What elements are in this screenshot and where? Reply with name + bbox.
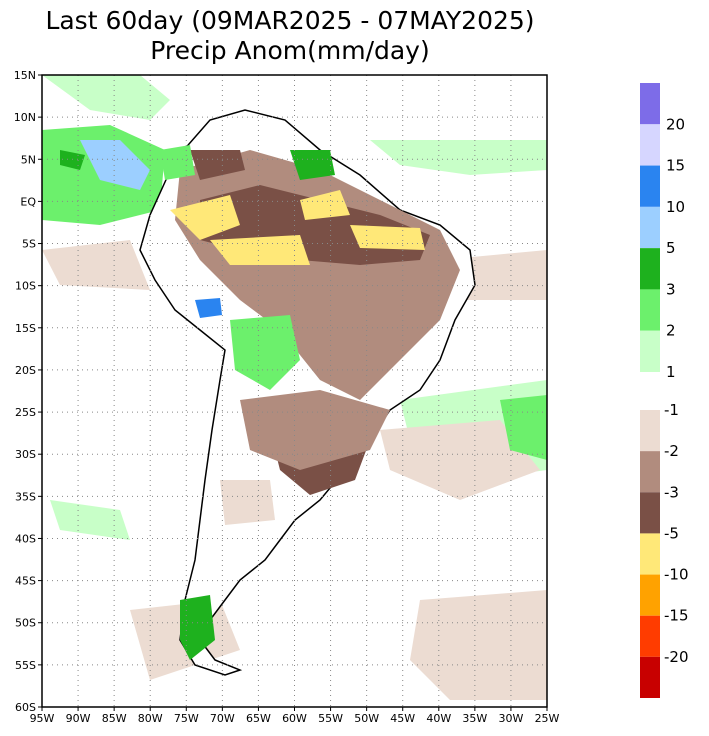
latitude-labels: 15N 10N 5N EQ 5S 10S 15S 20S 25S 30S 35S 40S 45S 50S 5… [14, 69, 37, 714]
venezuela-wet [290, 150, 335, 180]
colorbar-swatch [640, 492, 660, 534]
lon-label: 80W [138, 712, 163, 725]
south-atlantic-dry-patch [410, 590, 547, 700]
pacific-wet-core [60, 150, 85, 170]
lat-label: 40S [15, 532, 36, 545]
patagonia-wet-coast [180, 595, 215, 660]
atlantic-dry-patch-2 [380, 420, 540, 500]
colorbar-label: -5 [664, 524, 679, 542]
colorbar-swatch [640, 574, 660, 616]
colorbar-negative: -1 -2 -3 -5 -10 -15 -20 [640, 401, 689, 698]
lat-label: 35S [15, 490, 36, 503]
colorbar-swatch [640, 410, 660, 452]
colombia-dry [190, 150, 245, 180]
lat-label: 10N [14, 111, 36, 124]
colorbar-swatch [640, 533, 660, 575]
map-frame [41, 74, 548, 708]
east-amazon-extreme-dry [350, 225, 425, 250]
colorbar-label: -10 [664, 566, 689, 584]
lat-label: 5S [22, 238, 36, 251]
colorbar-label: 2 [666, 322, 676, 340]
graticule [38, 74, 548, 711]
lon-label: 90W [66, 712, 91, 725]
lon-label: 55W [318, 712, 343, 725]
lon-label: 70W [210, 712, 235, 725]
central-amazon-extreme-dry [210, 235, 310, 265]
colorbar-label: 10 [666, 198, 685, 216]
colorbar-label: 5 [666, 239, 676, 257]
bolivia-wet-region [230, 315, 300, 390]
colorbar-positive: 20 15 10 5 3 2 1 [640, 83, 685, 381]
argentina-slight-dry [220, 480, 275, 525]
colorbar-swatch [640, 330, 660, 372]
lat-label: 5N [21, 153, 36, 166]
colorbar-label: -2 [664, 442, 679, 460]
colorbar-swatch [640, 83, 660, 125]
southern-brazil-dry [240, 390, 390, 470]
colorbar-label: -15 [664, 607, 689, 625]
colorbar-swatch [640, 124, 660, 166]
pacific-very-wet-core [80, 140, 150, 190]
pacific-dry-patch [42, 240, 150, 290]
atlantic-wet-core [500, 395, 547, 460]
pacific-wet-strip [50, 500, 130, 540]
atlantic-wet-patch-north [370, 140, 547, 175]
colombia-pacific-wet [160, 145, 195, 180]
lon-label: 40W [426, 712, 451, 725]
colorbar-swatch [640, 289, 660, 331]
colorbar-swatch [640, 451, 660, 493]
lat-label: 60S [15, 701, 36, 714]
lon-label: 60W [282, 712, 307, 725]
lat-label: 10S [15, 280, 36, 293]
lat-label: 45S [15, 575, 36, 588]
lat-label: 50S [15, 617, 36, 630]
colorbar-label: -20 [664, 648, 689, 666]
lat-label: 15N [14, 69, 36, 82]
colorbar-label: 3 [666, 280, 676, 298]
colorbar-label: -1 [664, 401, 679, 419]
lat-label: 30S [15, 448, 36, 461]
colorbar-swatch [640, 206, 660, 249]
lon-label: 30W [498, 712, 523, 725]
map-title-line1: Last 60day (09MAR2025 - 07MAY2025) [45, 6, 535, 35]
bolivia-very-wet-core [195, 298, 222, 318]
lon-label: 85W [102, 712, 127, 725]
northwest-extreme-dry [170, 195, 240, 240]
lon-label: 95W [30, 712, 55, 725]
colorbar-swatch [640, 615, 660, 657]
colorbar-label: 1 [666, 363, 676, 381]
central-america-wet [42, 75, 170, 120]
lat-label: 20S [15, 364, 36, 377]
lat-label: 55S [15, 659, 36, 672]
colorbar-swatch [640, 656, 660, 698]
colorbar-label: 20 [666, 115, 685, 133]
lon-label: 65W [246, 712, 271, 725]
colorbar-swatch [640, 248, 660, 290]
lat-label: 15S [15, 322, 36, 335]
lon-label: 45W [390, 712, 415, 725]
longitude-labels: 95W 90W 85W 80W 75W 70W 65W 60W 55W 50W 45W 40W 35W 3… [30, 712, 560, 725]
colorbar-label: -3 [664, 483, 679, 501]
map-title-line2: Precip Anom(mm/day) [150, 36, 430, 65]
land-anomaly-field [160, 145, 460, 660]
lon-label: 35W [462, 712, 487, 725]
lat-label: 25S [15, 406, 36, 419]
lon-label: 25W [535, 712, 560, 725]
colorbar-swatch [640, 165, 660, 207]
lat-label: EQ [20, 195, 36, 208]
lon-label: 75W [174, 712, 199, 725]
colorbar-label: 15 [666, 157, 685, 175]
lon-label: 50W [354, 712, 379, 725]
guiana-extreme-dry [300, 190, 350, 220]
